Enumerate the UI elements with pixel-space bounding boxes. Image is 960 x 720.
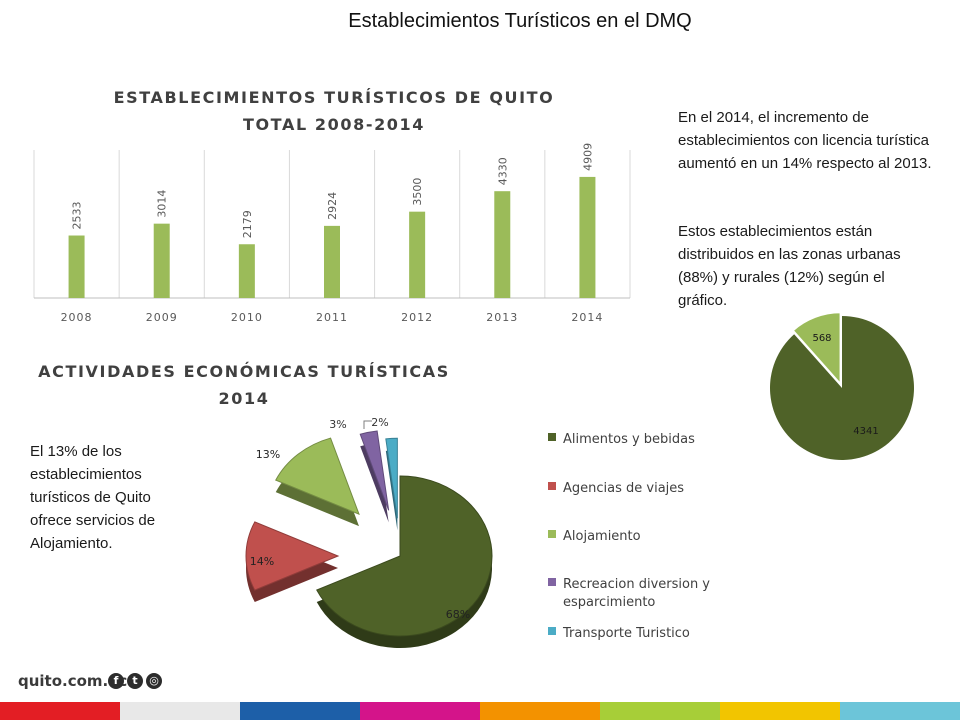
bar-value-label: 2179 bbox=[241, 210, 254, 238]
urban-value-label: 4341 bbox=[853, 426, 878, 437]
bar-tick-label: 2009 bbox=[146, 311, 178, 324]
strip-segment bbox=[480, 702, 600, 720]
bar-chart-title-line2: TOTAL 2008-2014 bbox=[242, 115, 426, 134]
bar-value-label: 4909 bbox=[581, 143, 594, 171]
legend-swatch bbox=[548, 433, 556, 441]
pie-data-label: 13% bbox=[256, 448, 280, 461]
bar-tick-label: 2010 bbox=[231, 311, 263, 324]
footer-logo[interactable]: quito.com.ec bbox=[18, 672, 128, 690]
bar bbox=[579, 176, 596, 298]
strip-segment bbox=[720, 702, 840, 720]
bar-tick-label: 2013 bbox=[486, 311, 518, 324]
legend-swatch bbox=[548, 530, 556, 538]
strip-segment bbox=[0, 702, 120, 720]
legend-label: Transporte Turistico bbox=[562, 626, 690, 641]
strip-segment bbox=[240, 702, 360, 720]
page-title: Establecimientos Turísticos en el DMQ bbox=[348, 10, 692, 32]
legend-label: Alimentos y bebidas bbox=[563, 432, 695, 447]
bar-value-label: 2924 bbox=[326, 192, 339, 220]
strip-segment bbox=[360, 702, 480, 720]
pie-data-label: 2% bbox=[371, 416, 388, 429]
strip-segment bbox=[600, 702, 720, 720]
strip-segment bbox=[120, 702, 240, 720]
pie-chart-title: ACTIVIDADES ECONÓMICAS TURÍSTICAS 2014 bbox=[20, 358, 468, 412]
bar-tick-label: 2011 bbox=[316, 311, 348, 324]
pie-data-label: 68% bbox=[446, 608, 470, 621]
pie-slice-side bbox=[360, 442, 389, 523]
twitter-icon[interactable]: t bbox=[127, 673, 143, 689]
rural-slice bbox=[791, 311, 842, 387]
urban-rural-pie-chart: 4341 568 bbox=[770, 311, 915, 460]
facebook-icon[interactable]: f bbox=[108, 673, 124, 689]
bar bbox=[238, 244, 255, 298]
bar-tick-label: 2008 bbox=[61, 311, 93, 324]
bar-chart: 2533 2008 3014 2009 2179 2010 2924 2011 3500 2012… bbox=[33, 143, 631, 324]
pie-slice bbox=[359, 430, 390, 511]
pie-data-label: 3% bbox=[329, 418, 346, 431]
bar-value-label: 4330 bbox=[496, 157, 509, 185]
bar bbox=[68, 235, 85, 298]
urban-slice bbox=[770, 316, 915, 460]
bar bbox=[324, 225, 340, 298]
bar-tick-label: 2014 bbox=[571, 311, 603, 324]
bar-value-label: 3014 bbox=[156, 190, 169, 218]
color-strip bbox=[0, 702, 960, 720]
pie-data-label: 14% bbox=[250, 555, 274, 568]
legend-label: Alojamiento bbox=[563, 529, 641, 544]
legend-swatch bbox=[548, 627, 556, 635]
bar-value-label: 3500 bbox=[411, 178, 424, 206]
distribution-paragraph: Estos establecimientos están distribuido… bbox=[678, 223, 901, 309]
bar bbox=[153, 223, 170, 298]
increase-paragraph: En el 2014, el incremento de establecimi… bbox=[678, 109, 932, 172]
activities-pie-legend: Alimentos y bebidas Agencias de viajes Alo… bbox=[548, 432, 710, 641]
legend-label: Recreacion diversion y esparcimiento bbox=[563, 577, 710, 610]
pie-chart-title-line1: ACTIVIDADES ECONÓMICAS TURÍSTICAS bbox=[38, 362, 450, 381]
activities-pie-chart: 68% 14% 13% 3% 2% bbox=[245, 416, 493, 648]
pie-slice bbox=[275, 437, 360, 516]
pie-slice bbox=[316, 475, 493, 637]
bar-chart-title: ESTABLECIMIENTOS TURÍSTICOS DE QUITO TOT… bbox=[60, 84, 608, 138]
pie-slice bbox=[245, 521, 340, 591]
legend-swatch bbox=[548, 482, 556, 490]
bar bbox=[494, 191, 511, 298]
bar-value-label: 2533 bbox=[71, 202, 84, 230]
legend-label: Agencias de viajes bbox=[563, 481, 684, 496]
legend-swatch bbox=[548, 578, 556, 586]
bar-tick-label: 2012 bbox=[401, 311, 433, 324]
strip-segment bbox=[840, 702, 960, 720]
pie-chart-title-line2: 2014 bbox=[218, 389, 270, 408]
pie-leader-line bbox=[363, 420, 372, 429]
lodging-paragraph: El 13% de los establecimientos turístico… bbox=[30, 443, 156, 552]
bar-chart-title-line1: ESTABLECIMIENTOS TURÍSTICOS DE QUITO bbox=[113, 88, 555, 107]
rural-value-label: 568 bbox=[812, 333, 831, 344]
pie-slice bbox=[385, 437, 398, 519]
bar bbox=[409, 211, 426, 298]
instagram-icon[interactable]: ◎ bbox=[146, 673, 162, 689]
